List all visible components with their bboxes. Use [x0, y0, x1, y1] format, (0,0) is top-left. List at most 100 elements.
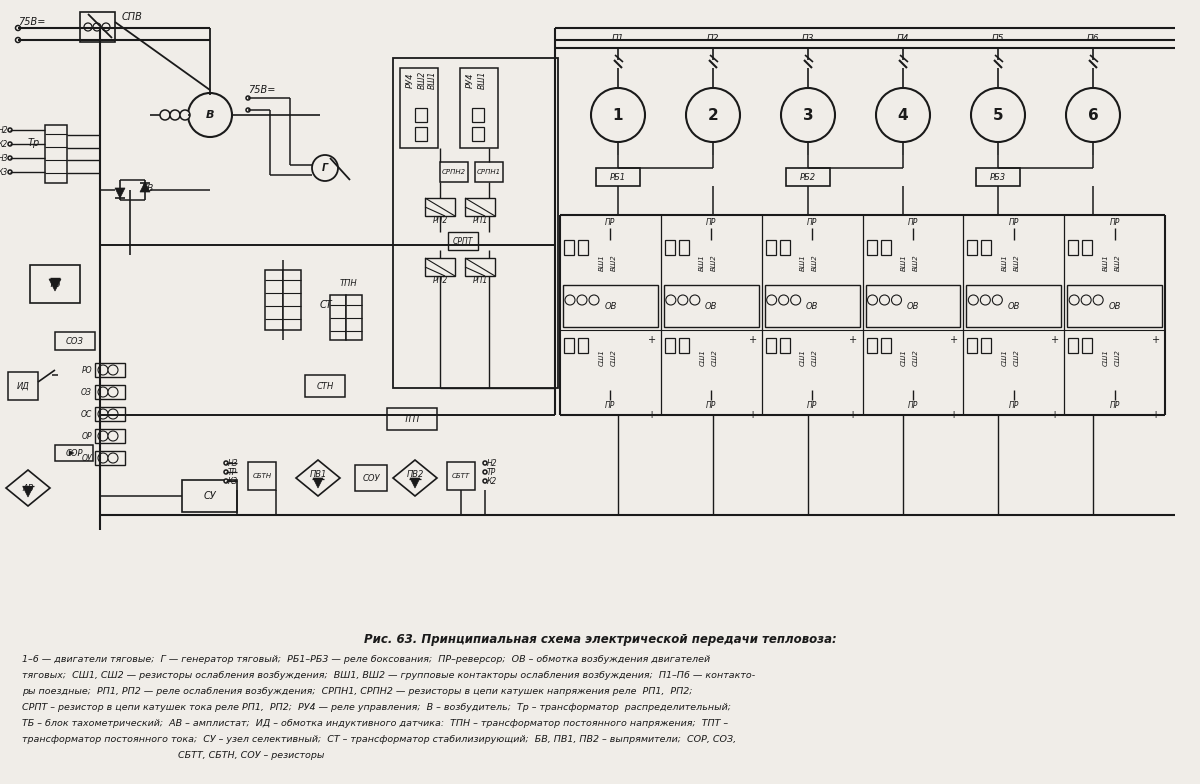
Text: СБТТ: СБТТ	[452, 473, 470, 479]
Text: ВШ1: ВШ1	[1002, 255, 1008, 271]
Circle shape	[108, 409, 118, 419]
Bar	[475, 162, 503, 182]
Text: тяговых;  СШ1, СШ2 — резисторы ослабления возбуждения;  ВШ1, ВШ2 — групповые кон: тяговых; СШ1, СШ2 — резисторы ослабления…	[22, 672, 755, 681]
Circle shape	[84, 23, 92, 31]
Text: ПВ1: ПВ1	[310, 470, 326, 478]
Circle shape	[98, 387, 108, 397]
Text: ПР: ПР	[1008, 401, 1019, 409]
Bar	[865, 285, 960, 327]
Circle shape	[971, 88, 1025, 142]
Text: ТБ – блок тахометрический;  АВ – амплистат;  ИД – обмотка индуктивного датчика: : ТБ – блок тахометрический; АВ – амплиста…	[22, 720, 728, 728]
Bar	[448, 232, 478, 250]
Text: ТР: ТР	[487, 467, 497, 477]
Circle shape	[188, 93, 232, 137]
Bar	[440, 162, 468, 182]
Text: БВ: БВ	[142, 183, 154, 193]
Circle shape	[16, 38, 20, 42]
Polygon shape	[410, 478, 420, 488]
Bar	[596, 168, 640, 186]
Text: ОВ: ОВ	[907, 302, 919, 310]
Text: ПР: ПР	[1109, 401, 1120, 409]
Text: ТР: ТР	[228, 467, 238, 477]
Text: +: +	[749, 410, 757, 420]
Text: ОЗ: ОЗ	[82, 387, 92, 397]
Bar	[305, 375, 346, 397]
Text: ОР: ОР	[82, 431, 92, 441]
Bar	[330, 295, 346, 340]
Bar	[665, 240, 674, 255]
Circle shape	[8, 156, 12, 160]
Bar	[95, 363, 125, 377]
Bar	[764, 285, 859, 327]
Polygon shape	[296, 460, 340, 496]
Text: ОВ: ОВ	[1109, 302, 1121, 310]
Text: ПВ2: ПВ2	[407, 470, 424, 478]
Circle shape	[1066, 88, 1120, 142]
Bar	[466, 258, 496, 276]
Text: СОР: СОР	[65, 448, 83, 458]
Text: 2: 2	[708, 107, 719, 122]
Text: ры поездные;  РП1, РП2 — реле ослабления возбуждения;  СРПН1, СРПН2 — резисторы : ры поездные; РП1, РП2 — реле ослабления …	[22, 688, 692, 696]
Text: СТ: СТ	[320, 300, 332, 310]
Text: СШ2: СШ2	[712, 350, 718, 366]
Bar	[425, 198, 455, 216]
Text: К3: К3	[0, 168, 8, 176]
Text: ВШ1: ВШ1	[901, 255, 907, 271]
Circle shape	[482, 479, 487, 483]
Circle shape	[98, 365, 108, 375]
Text: СШ1: СШ1	[800, 350, 806, 366]
Text: ВШ1: ВШ1	[800, 255, 806, 271]
Bar	[425, 258, 455, 276]
Text: 6: 6	[1087, 107, 1098, 122]
Text: Н3: Н3	[0, 154, 8, 162]
Text: +: +	[1051, 335, 1060, 345]
Bar	[786, 168, 830, 186]
Text: ВШ1: ВШ1	[700, 255, 706, 271]
Bar	[967, 338, 977, 353]
Text: ПР: ПР	[605, 401, 616, 409]
Text: СРПН2: СРПН2	[442, 169, 466, 175]
Circle shape	[892, 295, 901, 305]
Circle shape	[592, 88, 646, 142]
Text: РП2: РП2	[432, 216, 448, 224]
Text: РБ3: РБ3	[990, 172, 1006, 182]
Text: СШ2: СШ2	[913, 350, 919, 366]
Text: ВШ1: ВШ1	[428, 71, 437, 89]
Circle shape	[1093, 295, 1103, 305]
Text: РБ2: РБ2	[800, 172, 816, 182]
Text: СШ1: СШ1	[700, 350, 706, 366]
Text: ВШ2: ВШ2	[812, 255, 818, 271]
Bar	[394, 58, 558, 388]
Text: К2: К2	[0, 140, 8, 148]
Bar	[355, 465, 386, 491]
Polygon shape	[313, 478, 323, 488]
Text: ПР: ПР	[1109, 217, 1120, 227]
Bar	[780, 240, 790, 255]
Text: ТПТ: ТПТ	[403, 415, 421, 423]
Text: РП1: РП1	[473, 216, 487, 224]
Bar	[55, 332, 95, 350]
Bar	[1068, 240, 1078, 255]
Text: Н2: Н2	[0, 125, 8, 135]
Text: СРПТ – резистор в цепи катушек тока реле РП1,  РП2;  РУ4 — реле управления;  В –: СРПТ – резистор в цепи катушек тока реле…	[22, 703, 731, 713]
Text: ОВ: ОВ	[605, 302, 617, 310]
Circle shape	[880, 295, 889, 305]
Text: СОЗ: СОЗ	[66, 336, 84, 346]
Text: +: +	[1152, 335, 1160, 345]
Text: +: +	[850, 335, 858, 345]
Text: СБТН: СБТН	[252, 473, 271, 479]
Circle shape	[108, 365, 118, 375]
Text: СШ2: СШ2	[1014, 350, 1020, 366]
Bar	[8, 372, 38, 400]
Bar	[283, 270, 301, 330]
Text: +: +	[850, 410, 858, 420]
Bar	[46, 125, 67, 183]
Text: Тр: Тр	[28, 138, 41, 148]
Text: СШ2: СШ2	[611, 350, 617, 366]
Bar	[30, 265, 80, 303]
Bar	[881, 240, 890, 255]
Circle shape	[992, 295, 1002, 305]
Text: П4: П4	[896, 34, 910, 42]
Text: 4: 4	[898, 107, 908, 122]
Text: 1–6 — двигатели тяговые;  Г — генератор тяговый;  РБ1–РБ3 — реле боксования;  ПР: 1–6 — двигатели тяговые; Г — генератор т…	[22, 655, 710, 665]
